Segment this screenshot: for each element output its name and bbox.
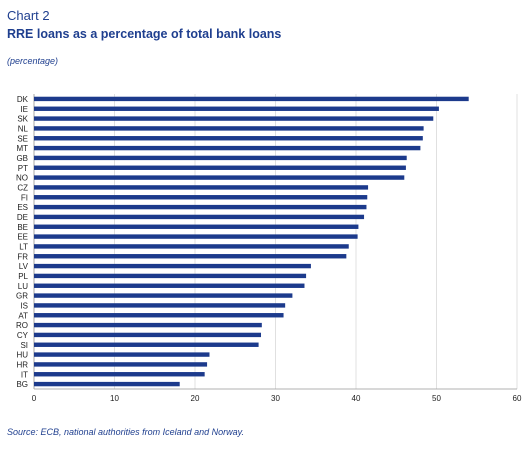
category-label-ie: IE xyxy=(20,105,28,114)
bar-de xyxy=(34,214,365,220)
bar-ee xyxy=(34,234,358,239)
bar-fr xyxy=(34,254,347,259)
category-label-it: IT xyxy=(21,370,28,379)
x-tick-label: 50 xyxy=(432,394,441,403)
chart-title: RRE loans as a percentage of total bank … xyxy=(7,27,282,41)
bar-fi xyxy=(34,195,368,200)
category-label-no: NO xyxy=(16,174,28,183)
category-label-se: SE xyxy=(17,134,28,143)
bar-se xyxy=(34,136,423,141)
bar-ro xyxy=(34,322,262,328)
category-label-at: AT xyxy=(18,311,28,320)
category-label-ee: EE xyxy=(17,233,28,242)
bar-si xyxy=(34,342,259,347)
category-label-dk: DK xyxy=(17,95,29,104)
bar-es xyxy=(34,204,367,210)
category-label-es: ES xyxy=(17,203,28,212)
bar-sk xyxy=(34,116,434,121)
bar-lv xyxy=(34,263,311,269)
bars xyxy=(34,96,469,387)
x-tick-label: 10 xyxy=(110,394,119,403)
bar-pl xyxy=(34,273,307,279)
category-label-pl: PL xyxy=(18,272,28,281)
category-label-cz: CZ xyxy=(17,183,28,192)
bar-lt xyxy=(34,244,349,249)
bar-mt xyxy=(34,145,421,151)
category-label-si: SI xyxy=(20,341,28,350)
bar-nl xyxy=(34,126,424,131)
x-tick-label: 30 xyxy=(271,394,280,403)
category-label-de: DE xyxy=(17,213,28,222)
bar-hu xyxy=(34,352,210,357)
category-label-lv: LV xyxy=(19,262,29,271)
category-label-bg: BG xyxy=(16,380,28,389)
category-label-nl: NL xyxy=(18,124,29,133)
bar-dk xyxy=(34,96,469,102)
x-tick-label: 20 xyxy=(191,394,200,403)
bar-it xyxy=(34,372,205,377)
category-labels: DKIESKNLSEMTGBPTNOCZFIESDEBEEELTFRLVPLLU… xyxy=(16,95,29,389)
category-label-lt: LT xyxy=(19,242,28,251)
bar-hr xyxy=(34,362,208,367)
category-label-hu: HU xyxy=(16,351,28,360)
bar-at xyxy=(34,313,284,318)
category-label-be: BE xyxy=(17,223,28,232)
chart-number: Chart 2 xyxy=(7,8,50,23)
category-label-lu: LU xyxy=(18,282,28,291)
bar-be xyxy=(34,224,359,229)
bar-gb xyxy=(34,155,407,161)
category-label-pt: PT xyxy=(18,164,28,173)
category-label-gb: GB xyxy=(16,154,28,163)
x-tick-label: 40 xyxy=(352,394,361,403)
x-tick-label: 0 xyxy=(32,394,37,403)
bar-lu xyxy=(34,283,305,288)
category-label-gr: GR xyxy=(16,292,28,301)
category-label-hr: HR xyxy=(16,360,28,369)
category-label-fi: FI xyxy=(21,193,28,202)
category-label-cy: CY xyxy=(17,331,29,340)
category-label-mt: MT xyxy=(16,144,28,153)
bar-gr xyxy=(34,293,293,298)
category-label-sk: SK xyxy=(17,115,28,124)
grid-lines xyxy=(33,94,518,390)
bar-no xyxy=(34,175,405,180)
bar-is xyxy=(34,303,286,308)
source-note: Source: ECB, national authorities from I… xyxy=(7,427,244,437)
category-label-is: IS xyxy=(20,301,28,310)
category-label-fr: FR xyxy=(17,252,28,261)
bar-pt xyxy=(34,165,406,170)
chart-subtitle: (percentage) xyxy=(7,56,59,66)
bar-ie xyxy=(34,106,439,111)
bar-cz xyxy=(34,185,369,190)
x-axis-ticks: 0 10 20 30 40 50 60 xyxy=(32,394,522,403)
bar-bg xyxy=(34,381,180,387)
bar-cy xyxy=(34,332,262,338)
category-label-ro: RO xyxy=(16,321,28,330)
x-tick-label: 60 xyxy=(513,394,522,403)
